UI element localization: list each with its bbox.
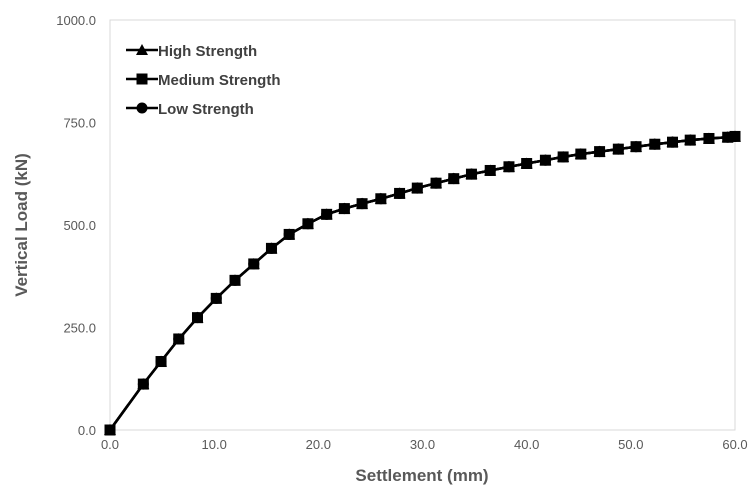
data-point [539,154,552,166]
plot-area [109,19,736,431]
data-point [430,177,443,189]
data-point [229,274,241,286]
data-point [447,172,460,184]
data-point [502,160,515,172]
legend: High Strength Medium Strength Low Strength [126,43,281,118]
legend-item: Low Strength [126,101,254,118]
data-point [155,355,168,367]
data-point [465,168,478,180]
data-point [666,136,679,148]
data-point [172,332,185,344]
legend-marker [136,44,148,55]
legend-label: High Strength [158,43,257,60]
series-layer [104,130,741,436]
data-point [356,197,369,209]
x-axis-tick-labels: 0.0 10.0 20.0 30.0 40.0 50.0 60.0 [101,437,748,452]
series-triangle [104,130,741,435]
y-tick-label: 1000.0 [56,13,96,28]
legend-marker [136,102,148,114]
legend-item: High Strength [126,43,257,60]
data-point [684,134,697,146]
data-point [574,148,587,160]
x-axis-title: Settlement (mm) [355,466,488,485]
x-tick-label: 10.0 [202,437,227,452]
data-point [557,150,570,162]
data-point [411,182,424,194]
data-point [702,132,715,144]
data-point [247,257,260,269]
data-point [210,292,223,304]
data-point [137,378,150,390]
legend-label: Medium Strength [158,72,281,89]
legend-marker [136,73,148,85]
y-tick-label: 250.0 [63,321,96,336]
data-point [612,143,625,155]
data-point [104,424,116,435]
data-point [393,187,406,199]
y-axis-title: Vertical Load (kN) [12,153,31,297]
data-point [338,202,351,214]
data-point [191,311,204,323]
data-point [283,228,296,240]
legend-item: Medium Strength [126,72,281,89]
x-tick-label: 50.0 [618,437,643,452]
x-tick-label: 20.0 [306,437,331,452]
data-point [374,192,387,204]
data-point [484,164,497,176]
x-tick-label: 0.0 [101,437,119,452]
data-point [320,208,333,220]
y-tick-label: 0.0 [78,423,96,438]
legend-label: Low Strength [158,101,254,118]
y-tick-label: 500.0 [63,218,96,233]
data-point [648,138,661,150]
y-axis-tick-labels: 0.0 250.0 500.0 750.0 1000.0 [56,13,96,438]
x-tick-label: 60.0 [722,437,747,452]
data-point [265,242,278,254]
data-point [301,217,314,229]
x-tick-label: 30.0 [410,437,435,452]
data-point [630,140,643,152]
y-tick-label: 750.0 [63,116,96,131]
data-point [520,157,533,169]
data-point [593,145,606,157]
data-point [729,130,741,142]
x-tick-label: 40.0 [514,437,539,452]
